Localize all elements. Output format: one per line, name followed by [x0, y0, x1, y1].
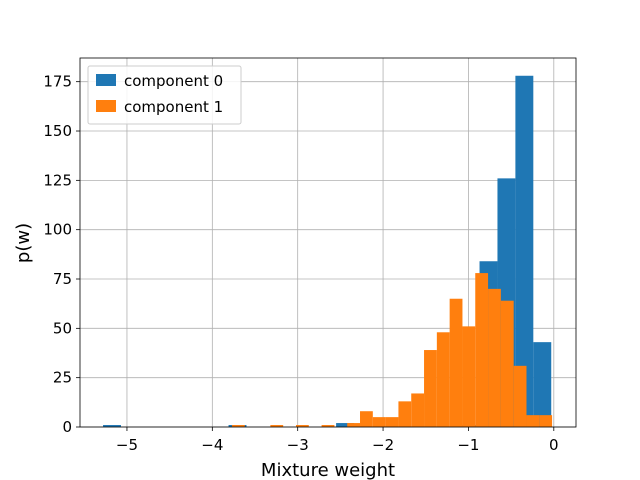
y-tick-label: 50	[53, 319, 72, 337]
y-tick-label: 100	[43, 221, 72, 239]
grid-lines	[80, 58, 576, 428]
histogram-bar-component-1	[424, 350, 437, 427]
legend: component 0 component 1	[87, 65, 242, 125]
y-tick-label: 0	[62, 418, 72, 436]
histogram-bar-component-0	[336, 423, 355, 427]
histogram-bar-component-1	[321, 425, 335, 427]
histogram-bar-component-1	[436, 332, 450, 427]
histogram-bar-component-1	[488, 288, 501, 427]
legend-label-component-1: component 1	[124, 98, 223, 116]
x-axis-label: Mixture weight	[261, 460, 395, 480]
histogram-bars	[103, 75, 553, 427]
histogram-bar-component-1	[411, 393, 425, 427]
histogram-bar-component-0	[515, 75, 534, 427]
y-tick-label: 150	[43, 122, 72, 140]
legend-box	[87, 65, 242, 125]
histogram-bar-component-1	[270, 425, 284, 427]
histogram-bar-component-1	[360, 411, 373, 427]
histogram-bar-component-1	[526, 415, 540, 427]
y-tick-label: 125	[43, 171, 72, 189]
histogram-bar-component-1	[513, 365, 527, 427]
histogram-bar-component-0	[103, 425, 121, 427]
histogram-bar-component-1	[347, 423, 361, 427]
histogram-bar-component-0	[533, 342, 552, 427]
x-tick-label: 0	[549, 436, 559, 454]
y-axis-label: p(w)	[13, 223, 34, 263]
histogram-bar-component-1	[398, 401, 412, 427]
legend-label-component-0: component 0	[124, 72, 223, 90]
histogram-bar-component-1	[462, 326, 476, 427]
histogram-bar-component-1	[295, 425, 309, 427]
histogram-bar-component-1	[385, 417, 399, 427]
x-tick-label: −4	[201, 436, 223, 454]
x-tick-label: −3	[287, 436, 309, 454]
histogram-bar-component-1	[231, 425, 245, 427]
axis-ticks: −5 −4 −3 −2 −1 0 0 25 50 75 100 125 150 175	[43, 73, 558, 454]
x-tick-label: −5	[116, 436, 138, 454]
legend-swatch-component-0	[96, 74, 116, 86]
y-tick-label: 175	[43, 73, 72, 91]
y-tick-label: 75	[53, 270, 72, 288]
histogram-bar-component-1	[449, 298, 463, 427]
x-tick-label: −1	[457, 436, 479, 454]
y-tick-label: 25	[53, 369, 72, 387]
legend-swatch-component-1	[96, 100, 116, 112]
x-tick-label: −2	[372, 436, 394, 454]
histogram-bar-component-1	[475, 273, 489, 427]
histogram-bar-component-1	[372, 417, 386, 427]
histogram-bar-component-1	[539, 415, 553, 427]
plot-frame	[79, 57, 577, 428]
histogram-bar-component-1	[500, 300, 514, 427]
